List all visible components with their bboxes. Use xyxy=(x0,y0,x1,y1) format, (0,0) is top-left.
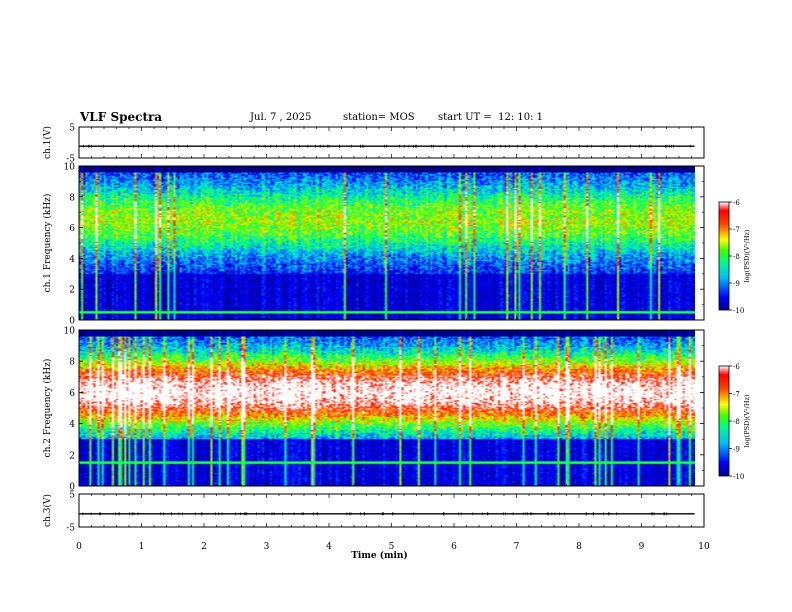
x-tick-label: 7 xyxy=(514,542,520,552)
colorbar-tick-label: -8 xyxy=(733,253,740,261)
y-axis-label-ch3-voltage: ch.3(V) xyxy=(42,494,53,527)
colorbar-label: log(PSD)(V²/Hz) xyxy=(743,229,751,282)
y-tick-label: 6 xyxy=(69,389,75,399)
y-tick-label: 5 xyxy=(69,491,75,501)
y-axis-label-ch1-spectrogram: ch.1 Frequency (kHz) xyxy=(42,194,53,293)
y-tick-label: 4 xyxy=(69,255,75,265)
panel-frame-ch1-voltage xyxy=(78,126,705,159)
colorbar-tick-label: -6 xyxy=(733,199,740,207)
station-label: station= MOS xyxy=(343,112,415,123)
x-tick-label: 10 xyxy=(698,542,710,552)
colorbar-tick-label: -6 xyxy=(733,363,740,371)
colorbar-tick-label: -10 xyxy=(733,307,744,315)
colorbar-tick-label: -9 xyxy=(733,446,740,454)
colorbar-ch1-spectrogram xyxy=(718,201,730,311)
panel-frame-ch3-voltage xyxy=(78,493,705,528)
colorbar-tick-label: -7 xyxy=(733,226,740,234)
y-tick-label: -5 xyxy=(66,155,75,165)
colorbar-tick-label: -7 xyxy=(733,391,740,399)
x-tick-label: 0 xyxy=(76,542,82,552)
colorbar-tick-label: -10 xyxy=(733,473,744,481)
axes-layer: 5 -5 ch.1(V) -6 -7 -8 -9 -10 log(PSD)(V²/Hz) 0 2 4 6… xyxy=(42,124,751,562)
colorbar-tick-label: -8 xyxy=(733,418,740,426)
colorbar-tick-label: -9 xyxy=(733,280,740,288)
colorbar-label: log(PSD)(V²/Hz) xyxy=(743,394,751,447)
y-tick-label: 0 xyxy=(69,317,75,327)
colorbar-ch2-spectrogram xyxy=(718,365,730,477)
date-label: Jul. 7 , 2025 xyxy=(250,112,312,123)
spectrogram-layer xyxy=(79,166,695,486)
y-tick-label: 0 xyxy=(69,483,75,493)
x-tick-label: 5 xyxy=(389,542,395,552)
y-tick-label: 10 xyxy=(64,163,76,173)
y-axis-label-ch1-voltage: ch.1(V) xyxy=(42,126,53,159)
x-tick-label: 8 xyxy=(576,542,582,552)
x-tick-label: 2 xyxy=(201,542,207,552)
y-tick-label: 6 xyxy=(69,224,75,234)
x-tick-label: 4 xyxy=(326,542,332,552)
chart-title: VLF Spectra xyxy=(80,110,163,124)
y-tick-label: 2 xyxy=(69,451,75,461)
y-tick-label: 2 xyxy=(69,286,75,296)
spectrogram-image-ch2-spectrogram xyxy=(79,330,695,486)
y-axis-label-ch2-spectrogram: ch.2 Frequency (kHz) xyxy=(42,359,53,458)
y-tick-label: 10 xyxy=(64,327,76,337)
x-tick-label: 3 xyxy=(264,542,270,552)
x-tick-label: 1 xyxy=(139,542,145,552)
x-tick-label: 9 xyxy=(639,542,645,552)
spectrogram-image-ch1-spectrogram xyxy=(79,166,695,320)
y-tick-label: 4 xyxy=(69,420,75,430)
y-tick-label: 5 xyxy=(69,124,75,134)
x-tick-label: 6 xyxy=(451,542,457,552)
y-tick-label: -5 xyxy=(66,524,75,534)
x-axis-label: Time (min) xyxy=(351,550,408,561)
y-tick-label: 8 xyxy=(69,193,75,203)
y-tick-label: 8 xyxy=(69,358,75,368)
start-time-label: start UT = 12: 10: 1 xyxy=(438,112,544,123)
